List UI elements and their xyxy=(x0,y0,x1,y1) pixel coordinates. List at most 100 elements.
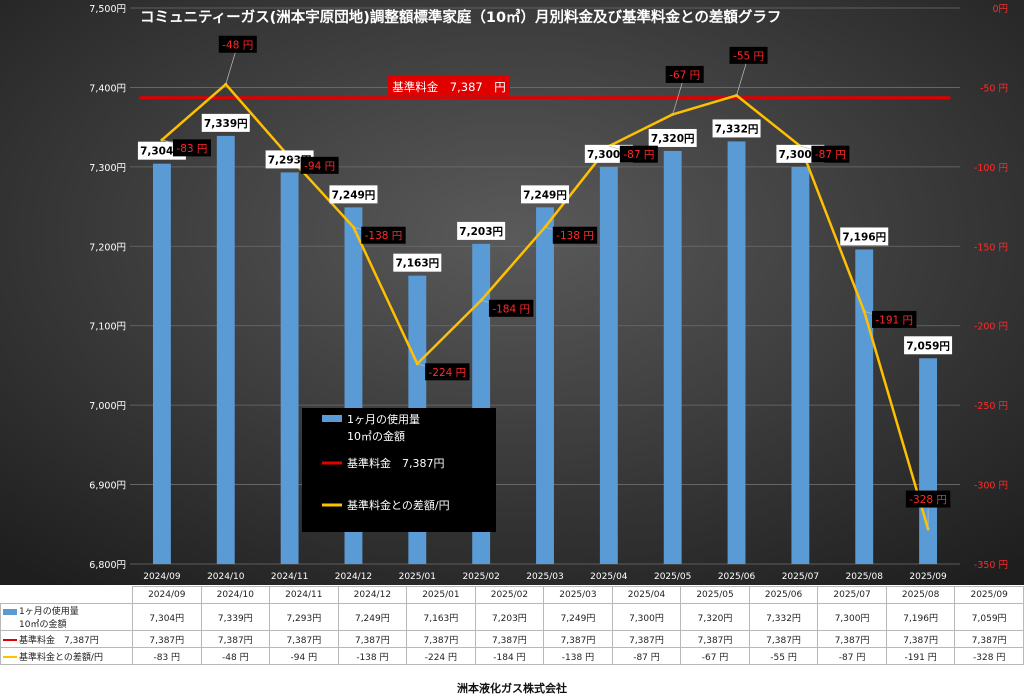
diff-value-label-box xyxy=(665,65,704,83)
table-cell: 7,387円 xyxy=(474,630,545,648)
table-cell: -55 円 xyxy=(748,647,819,665)
bar-value-label: 7,196円 xyxy=(842,231,886,243)
table-cell: -184 円 xyxy=(474,647,545,665)
y-right-tick-label: -150 円 xyxy=(974,242,1008,253)
diff-value-label-box xyxy=(619,145,658,163)
diff-value-label: -87 円 xyxy=(815,149,846,161)
bar-value-label-box xyxy=(201,113,250,132)
diff-value-label: -184 円 xyxy=(492,303,530,315)
table-cell: 7,387円 xyxy=(200,630,271,648)
diff-value-label-box xyxy=(361,226,406,244)
bar-value-label-box xyxy=(840,227,889,246)
table-label-bar-line2: 10㎥の金額 xyxy=(19,620,67,630)
table-label-diff: 基準料金との差額/円 xyxy=(19,652,103,663)
bar xyxy=(280,172,299,564)
legend-bar-line1: 1ヶ月の使用量 xyxy=(347,413,420,426)
bar-value-label-box xyxy=(393,253,442,272)
table-cell: 7,332円 xyxy=(748,603,819,631)
bar xyxy=(791,166,810,564)
y-right-tick-label: -300 円 xyxy=(974,481,1008,492)
table-header-cell: 2025/01 xyxy=(406,586,476,604)
bar xyxy=(663,150,682,564)
bar-value-label: 7,249円 xyxy=(523,189,567,201)
bar-value-label-box xyxy=(904,336,953,355)
diff-value-label: -138 円 xyxy=(365,230,403,242)
table-cell: -67 円 xyxy=(680,647,750,665)
bar xyxy=(599,166,618,564)
y-left-tick-label: 6,800円 xyxy=(89,560,126,571)
diff-value-label: -224 円 xyxy=(428,367,466,379)
diff-value-label-box xyxy=(172,139,211,157)
x-tick-label: 2025/01 xyxy=(399,572,436,582)
baseline-callout-text: 基準料金 7,387 円 xyxy=(392,80,505,94)
table-row-base: 基準料金 7,387円 7,387円 7,387円 7,387円 7,387円 7,38… xyxy=(0,630,1024,648)
table-cell: -87 円 xyxy=(611,647,682,665)
data-table: 2024/09 2024/10 2024/11 2024/12 2025/01 2025/… xyxy=(0,586,1024,665)
bar xyxy=(919,358,938,564)
table-cell: 7,196円 xyxy=(885,603,956,631)
legend-swatch-bar xyxy=(322,415,342,422)
table-cell: 7,387円 xyxy=(132,630,202,648)
diff-value-label-box xyxy=(905,490,951,508)
bar xyxy=(727,141,746,564)
table-header-cell: 2024/12 xyxy=(337,586,408,604)
y-right-tick-label: -200 円 xyxy=(974,322,1008,333)
table-cell: 7,387円 xyxy=(748,630,819,648)
table-header-cell: 2024/11 xyxy=(269,586,339,604)
table-header-cell: 2025/09 xyxy=(954,586,1024,604)
table-header-cell: 2025/02 xyxy=(474,586,545,604)
table-cell: 7,300円 xyxy=(611,603,682,631)
table-row-diff: 基準料金との差額/円 -83 円 -48 円 -94 円 -138 円 -224 円 -1… xyxy=(0,647,1024,665)
table-header-cell: 2024/09 xyxy=(132,586,202,604)
bar-value-label: 7,059円 xyxy=(906,340,950,352)
legend-diff-label: 基準料金との差額/円 xyxy=(347,498,450,512)
table-cell: -328 円 xyxy=(954,647,1024,665)
table-cell: 7,387円 xyxy=(885,630,956,648)
y-right-tick-label: -250 円 xyxy=(974,401,1008,412)
diff-value-label-box xyxy=(872,310,917,328)
table-cell: 7,059円 xyxy=(954,603,1024,631)
diff-value-label-box xyxy=(425,363,470,381)
table-cell: 7,387円 xyxy=(680,630,750,648)
bar xyxy=(536,207,554,564)
diff-value-label-box xyxy=(218,35,257,53)
chart-svg: コミュニティーガス(洲本宇原団地)調整額標準家庭（10㎥）月別料金及び基準料金と… xyxy=(0,0,1024,585)
bar-value-label: 7,339円 xyxy=(204,118,248,130)
diff-value-label-box xyxy=(811,145,850,163)
x-tick-label: 2025/04 xyxy=(590,572,628,582)
table-cell: 7,203円 xyxy=(474,603,545,631)
bar-value-label: 7,300円 xyxy=(587,149,631,161)
table-header-row: 2024/09 2024/10 2024/11 2024/12 2025/01 2025/… xyxy=(1,586,1024,604)
table-cell: 7,304円 xyxy=(132,603,202,631)
table-cell: 7,387円 xyxy=(611,630,682,648)
table-cell: 7,387円 xyxy=(337,630,408,648)
chart-area: コミュニティーガス(洲本宇原団地)調整額標準家庭（10㎥）月別料金及び基準料金と… xyxy=(0,0,1024,585)
bar-value-label: 7,320円 xyxy=(651,133,695,145)
diff-value-label: -191 円 xyxy=(875,314,913,326)
diff-value-label: -138 円 xyxy=(556,230,594,242)
table-cell: -94 円 xyxy=(269,647,339,665)
table-cell: 7,387円 xyxy=(954,630,1024,648)
baseline-callout-box xyxy=(388,76,510,96)
table-cell: -138 円 xyxy=(337,647,408,665)
x-tick-label: 2025/09 xyxy=(909,572,947,582)
bar-value-label-box xyxy=(648,128,697,147)
y-left-tick-label: 7,100円 xyxy=(89,322,126,333)
diff-value-label: -87 円 xyxy=(623,149,654,161)
bar-value-label: 7,203円 xyxy=(459,226,503,238)
y-right-tick-label: -100 円 xyxy=(974,163,1008,174)
table-header-cell: 2025/04 xyxy=(611,586,682,604)
bar xyxy=(152,163,171,564)
table-cell: 7,320円 xyxy=(680,603,750,631)
y-left-tick-label: 7,500円 xyxy=(89,4,126,15)
table-header-cell: 2025/06 xyxy=(748,586,819,604)
table-cell: -191 円 xyxy=(885,647,956,665)
diff-value-label: -48 円 xyxy=(222,39,253,51)
x-tick-label: 2025/06 xyxy=(718,572,756,582)
y-left-tick-label: 7,200円 xyxy=(89,242,126,253)
table-row-label-diff: 基準料金との差額/円 xyxy=(0,647,133,665)
x-tick-label: 2024/11 xyxy=(271,572,308,582)
x-tick-label: 2025/07 xyxy=(782,572,819,582)
table-header-cell: 2025/08 xyxy=(885,586,956,604)
legend-bar-line2: 10㎥の金額 xyxy=(347,429,405,443)
